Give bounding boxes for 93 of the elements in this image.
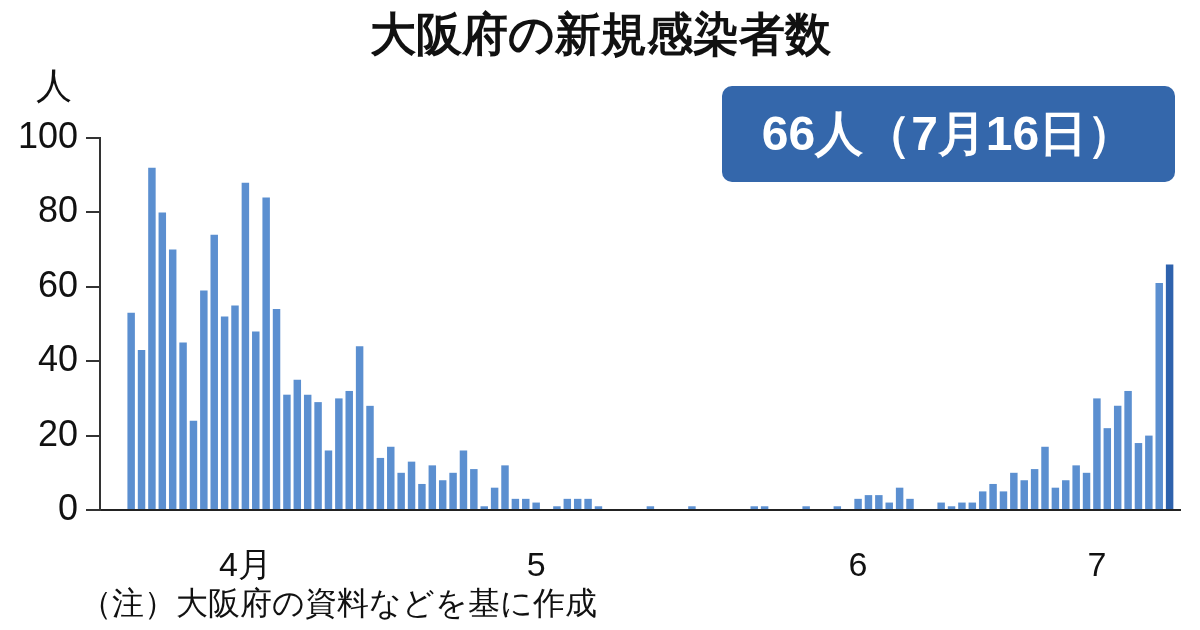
bar [947, 506, 956, 509]
bar [532, 502, 540, 509]
bar [335, 398, 343, 509]
bar [407, 461, 416, 509]
bar [906, 498, 914, 509]
bar [1124, 390, 1132, 509]
bar [646, 506, 655, 509]
bar [1145, 435, 1153, 509]
bar [252, 331, 260, 509]
bar [864, 495, 873, 509]
bar [553, 506, 561, 509]
bar [314, 402, 322, 509]
bar [272, 309, 281, 509]
bar [200, 290, 208, 509]
bar [501, 465, 509, 509]
bar [1082, 472, 1091, 509]
bar [231, 305, 239, 509]
bar [1093, 398, 1101, 509]
bar [137, 350, 146, 509]
text: （注）大阪府の資料などを基に作成 [80, 584, 597, 623]
bar [262, 197, 270, 509]
bar [480, 506, 488, 509]
bar [895, 487, 904, 509]
bar [1062, 480, 1070, 509]
bar [387, 446, 395, 509]
y-tick-label: 20 [37, 412, 78, 454]
bar [1041, 446, 1049, 509]
bar [397, 472, 405, 509]
bar [293, 379, 302, 509]
bar [179, 342, 187, 509]
bar [438, 480, 447, 509]
bar [937, 502, 945, 509]
bar [594, 506, 603, 509]
bar [376, 457, 385, 509]
bar [366, 405, 374, 509]
bar [688, 506, 696, 509]
bar [1165, 264, 1174, 509]
y-axis-title: 人 [36, 64, 72, 108]
annotation: 66人（7月16日） [761, 106, 1136, 162]
bar [802, 506, 810, 509]
y-tick-label: 40 [37, 338, 78, 380]
bar [418, 483, 426, 509]
bar [324, 450, 333, 509]
bar [1072, 465, 1080, 509]
bar [303, 394, 312, 509]
bar [1113, 405, 1122, 509]
bar [989, 483, 997, 509]
bar [750, 506, 758, 509]
bar [168, 249, 177, 509]
y-tick-label: 100 [17, 114, 78, 156]
bar [999, 491, 1008, 509]
bar [470, 469, 478, 509]
x-tick-label: 4月 [218, 544, 272, 583]
bar [210, 234, 218, 509]
bar [241, 182, 250, 509]
bar [283, 394, 291, 509]
bar [1020, 480, 1028, 509]
bar [158, 212, 167, 509]
bar [760, 506, 769, 509]
bar [490, 487, 499, 509]
bar [854, 498, 862, 509]
bar [833, 506, 842, 509]
bar [573, 498, 582, 509]
bar [563, 498, 572, 509]
bar [148, 167, 156, 509]
bar [459, 450, 468, 509]
bar [1051, 487, 1060, 509]
bar [345, 390, 353, 509]
bar [1030, 469, 1039, 509]
bar [355, 346, 364, 509]
y-tick-label: 60 [37, 263, 78, 305]
bar [220, 316, 229, 509]
chart-title: 大阪府の新規感染者数 [368, 7, 832, 62]
bar [522, 498, 530, 509]
x-tick-label: 5 [526, 544, 546, 583]
bar [428, 465, 437, 509]
bar [1010, 472, 1018, 509]
y-tick-label: 80 [37, 189, 78, 231]
x-tick-label: 7 [1087, 544, 1107, 583]
y-tick-label: 0 [57, 486, 78, 528]
bar [449, 472, 457, 509]
bar [875, 495, 883, 509]
x-tick-label: 6 [848, 544, 868, 583]
bar [885, 502, 893, 509]
bar [511, 498, 520, 509]
bar [189, 420, 198, 509]
bar [1103, 428, 1112, 509]
bar [1155, 283, 1163, 509]
bar [127, 312, 135, 509]
bar [978, 491, 987, 509]
bar [584, 498, 592, 509]
bar [1134, 443, 1143, 509]
bar [958, 502, 966, 509]
